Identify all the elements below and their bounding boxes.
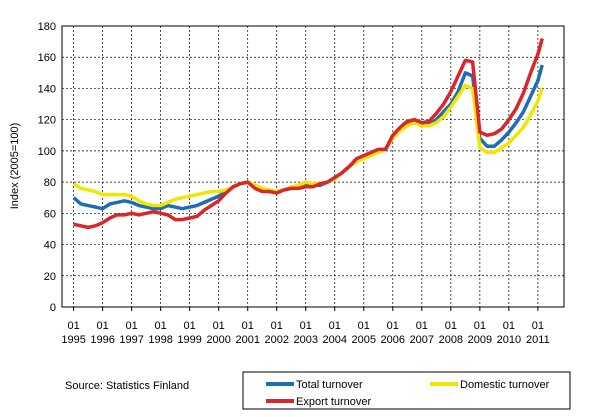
x-tick-label: 01 — [126, 320, 138, 332]
y-tick-label: 80 — [44, 177, 56, 189]
line-series — [73, 38, 544, 230]
x-tick-label: 2009 — [468, 334, 492, 346]
x-tick-label: 01 — [416, 320, 428, 332]
x-tick-label: 2005 — [352, 334, 376, 346]
legend — [242, 371, 571, 410]
plot-area — [61, 25, 565, 308]
x-tick-label: 2003 — [294, 334, 318, 346]
x-tick-label: 01 — [474, 320, 486, 332]
y-tick-label: 20 — [44, 271, 56, 283]
x-tick-label: 01 — [503, 320, 515, 332]
x-tick-label: 01 — [300, 320, 312, 332]
x-tick-label: 1998 — [148, 334, 172, 346]
x-tick-label: 2010 — [497, 334, 521, 346]
y-tick-label: 120 — [38, 115, 56, 127]
x-tick-label: 2001 — [235, 334, 259, 346]
x-tick-label: 01 — [329, 320, 341, 332]
x-tick-label: 01 — [155, 320, 167, 332]
line-series — [72, 83, 544, 208]
x-tick-label: 01 — [67, 320, 79, 332]
y-tick-label: 160 — [38, 52, 56, 64]
y-tick-label: 60 — [44, 208, 56, 220]
x-tick-label: 2004 — [323, 334, 347, 346]
x-tick-label: 1997 — [119, 334, 143, 346]
x-tick-label: 01 — [96, 320, 108, 332]
legend-label: Export turnover — [296, 396, 372, 408]
y-tick-label: 100 — [38, 146, 56, 158]
x-tick-label: 01 — [387, 320, 399, 332]
y-tick-label: 40 — [44, 240, 56, 252]
x-tick-label: 2007 — [410, 334, 434, 346]
x-tick-label: 2000 — [206, 334, 230, 346]
x-tick-label: 01 — [242, 320, 254, 332]
y-tick-label: 0 — [50, 302, 56, 314]
x-tick-label: 2011 — [526, 334, 550, 346]
x-tick-label: 1996 — [90, 334, 114, 346]
x-tick-label: 2002 — [264, 334, 288, 346]
y-tick-label: 180 — [38, 21, 56, 33]
legend-label: Domestic turnover — [460, 379, 550, 391]
x-tick-label: 1999 — [177, 334, 201, 346]
x-tick-label: 2006 — [381, 334, 405, 346]
x-tick-label: 01 — [184, 320, 196, 332]
x-tick-label: 01 — [445, 320, 457, 332]
x-tick-label: 01 — [358, 320, 370, 332]
x-tick-label: 01 — [213, 320, 225, 332]
y-tick-label: 140 — [38, 83, 56, 95]
x-tick-label: 1995 — [61, 334, 85, 346]
legend-label: Total turnover — [296, 379, 363, 391]
x-tick-label: 01 — [532, 320, 544, 332]
x-tick-label: 01 — [271, 320, 283, 332]
x-tick-label: 2008 — [439, 334, 463, 346]
source-note: Source: Statistics Finland — [65, 380, 189, 392]
y-axis-label: Index (2005=100) — [9, 123, 21, 210]
